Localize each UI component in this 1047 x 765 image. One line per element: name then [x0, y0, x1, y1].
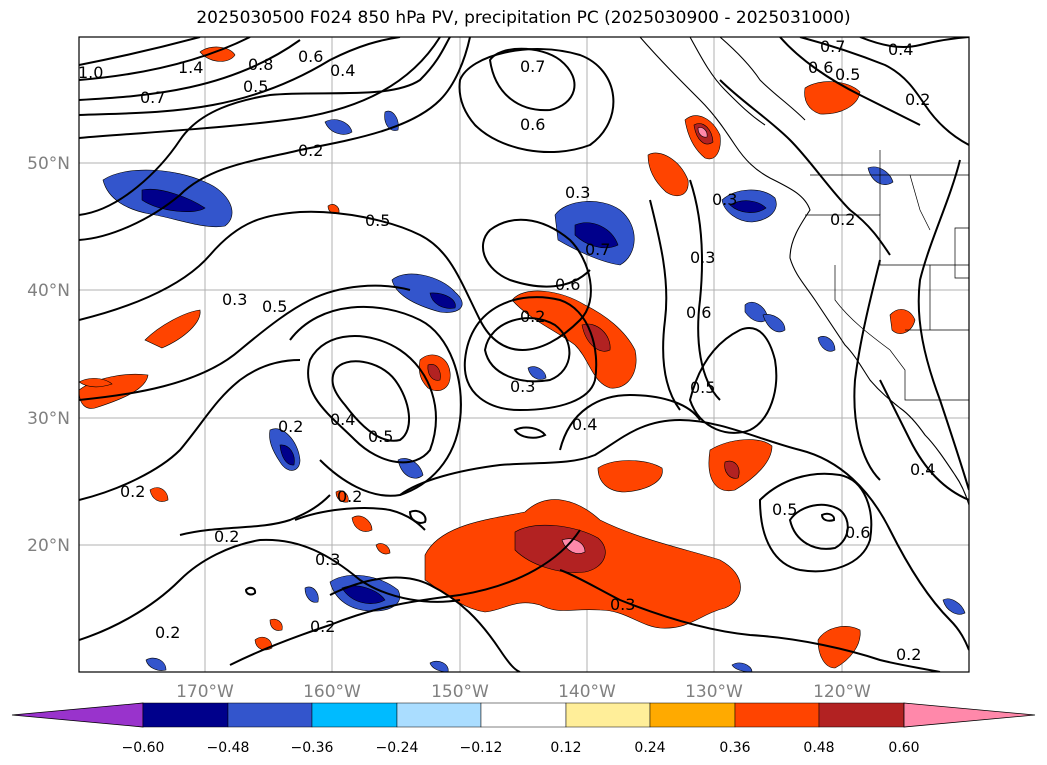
contour-label: 0.2: [155, 623, 180, 642]
colorbar-extend-high: [903, 702, 1036, 728]
colorbar-tick-label: −0.36: [291, 740, 334, 756]
longitude-label: 140°W: [558, 682, 616, 702]
contour-label: 0.5: [368, 427, 393, 446]
contour-label: 0.3: [690, 248, 715, 267]
contour-label: 0.2: [896, 645, 921, 664]
contour-label: 0.3: [510, 377, 535, 396]
longitude-label: 130°W: [685, 682, 743, 702]
contour-label: 0.4: [910, 460, 935, 479]
contour-label: 0.3: [565, 183, 590, 202]
contour-label: 0.3: [315, 550, 340, 569]
longitude-label: 160°W: [303, 682, 361, 702]
contour-label: 0.4: [888, 40, 913, 59]
colorbar-tick-label: −0.48: [207, 740, 250, 756]
map-title: 2025030500 F024 850 hPa PV, precipitatio…: [196, 8, 851, 28]
colorbar-tick-label: 0.48: [803, 740, 834, 756]
longitude-label: 170°W: [176, 682, 234, 702]
colorbar-tick-label: 0.24: [634, 740, 665, 756]
contour-label: 0.2: [214, 527, 239, 546]
contour-label: 1.4: [178, 58, 203, 77]
pv-contours: [79, 37, 969, 672]
latitude-label: 40°N: [27, 281, 70, 301]
latitude-axis-labels: 50°N 40°N 30°N 20°N: [27, 154, 70, 556]
contour-label: 0.8: [248, 55, 273, 74]
contour-label: 0.2: [520, 307, 545, 326]
contour-label: 0.5: [262, 297, 287, 316]
contour-label: 0.5: [243, 77, 268, 96]
contour-label: 0.6: [555, 275, 580, 294]
contour-label-group: 1.0 1.4 0.7 0.8 0.6 0.4 0.5 0.2 0.7 0.6 …: [78, 37, 935, 664]
contour-label: 0.6: [845, 523, 870, 542]
contour-label: 0.3: [610, 595, 635, 614]
contour-label: 0.6: [520, 115, 545, 134]
negative-precip-areas: [102, 110, 966, 672]
contour-label: 0.3: [222, 290, 247, 309]
contour-label: 0.2: [278, 417, 303, 436]
colorbar-tick-label: −0.12: [460, 740, 503, 756]
colorbar-tick-labels: −0.60 −0.48 −0.36 −0.24 −0.12 0.12 0.24 …: [122, 740, 920, 756]
coastlines: [639, 37, 969, 506]
contour-label: 0.5: [365, 211, 390, 230]
contour-label: 0.7: [140, 88, 165, 107]
contour-label: 0.4: [572, 415, 597, 434]
map-frame: [78, 36, 970, 673]
colorbar-segment: [818, 702, 905, 728]
contour-label: 0.7: [520, 57, 545, 76]
contour-label: 0.2: [905, 90, 930, 109]
colorbar-segment: [480, 702, 567, 728]
colorbar-tick-label: −0.60: [122, 740, 165, 756]
colorbar-segment: [396, 702, 482, 728]
contour-label: 0.6: [686, 303, 711, 322]
longitude-label: 150°W: [431, 682, 489, 702]
contour-label: 0.4: [330, 61, 355, 80]
colorbar-tick-label: 0.12: [550, 740, 581, 756]
contour-label: 0.2: [830, 210, 855, 229]
colorbar-tick-label: −0.24: [376, 740, 419, 756]
latitude-label: 30°N: [27, 409, 70, 429]
contour-label: 0.4: [330, 410, 355, 429]
longitude-label: 120°W: [813, 682, 871, 702]
latitude-label: 20°N: [27, 536, 70, 556]
contour-label: 0.6: [298, 47, 323, 66]
latitude-label: 50°N: [27, 154, 70, 174]
contour-label: 0.2: [298, 141, 323, 160]
colorbar-tick-label: 0.36: [719, 740, 750, 756]
colorbar-segment: [649, 702, 736, 728]
colorbar: −0.60 −0.48 −0.36 −0.24 −0.12 0.12 0.24 …: [11, 702, 1036, 756]
contour-label: 1.0: [78, 63, 103, 82]
contour-label: 0.2: [310, 617, 335, 636]
contour-label: 0.7: [820, 37, 845, 56]
longitude-axis-labels: 170°W 160°W 150°W 140°W 130°W 120°W: [176, 682, 871, 702]
colorbar-extend-low: [11, 702, 144, 728]
contour-label: 0.2: [120, 482, 145, 501]
colorbar-segment: [227, 702, 313, 728]
colorbar-segment: [311, 702, 398, 728]
colorbar-segment: [734, 702, 820, 728]
colorbar-segment: [142, 702, 229, 728]
contour-label: 0.2: [337, 487, 362, 506]
contour-label: 0.5: [690, 378, 715, 397]
state-borders: [805, 150, 969, 401]
contour-label: 0.3: [712, 190, 737, 209]
contour-label: 0.7: [585, 240, 610, 259]
contour-label: 0.6: [808, 58, 833, 77]
contour-label: 0.5: [772, 500, 797, 519]
colorbar-tick-label: 0.60: [888, 740, 919, 756]
contour-label: 0.5: [835, 65, 860, 84]
colorbar-segment: [565, 702, 651, 728]
